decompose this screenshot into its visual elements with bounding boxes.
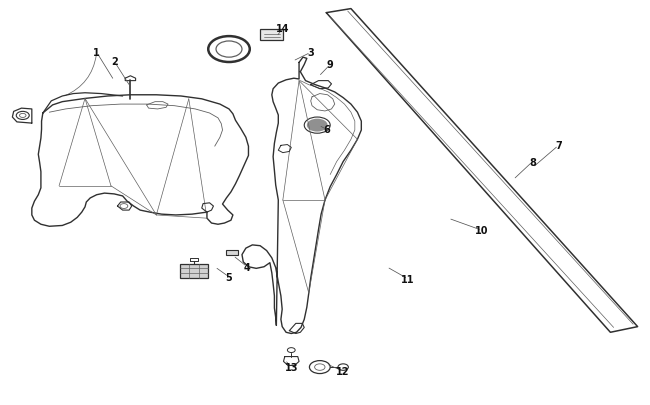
Text: 5: 5 <box>226 272 233 282</box>
FancyBboxPatch shape <box>179 264 208 278</box>
FancyArrowPatch shape <box>65 56 96 96</box>
Text: 11: 11 <box>401 274 415 284</box>
Text: 6: 6 <box>323 125 330 135</box>
Text: 9: 9 <box>327 60 333 70</box>
Circle shape <box>307 119 328 132</box>
Text: 12: 12 <box>337 366 350 376</box>
Text: 13: 13 <box>285 362 298 372</box>
Text: 3: 3 <box>307 48 314 58</box>
Text: 14: 14 <box>276 24 290 34</box>
Text: 4: 4 <box>244 262 250 272</box>
FancyBboxPatch shape <box>226 250 238 256</box>
Text: 1: 1 <box>94 48 100 58</box>
FancyBboxPatch shape <box>260 30 283 41</box>
Text: 8: 8 <box>529 157 536 167</box>
Text: 7: 7 <box>555 141 562 151</box>
Text: 2: 2 <box>111 57 118 67</box>
Text: 10: 10 <box>475 226 489 236</box>
